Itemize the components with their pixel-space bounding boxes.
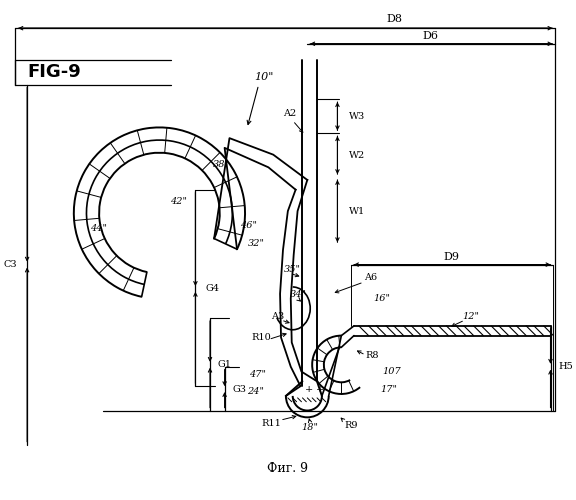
Text: R11: R11 (261, 418, 281, 428)
Text: D6: D6 (423, 31, 439, 41)
Text: D8: D8 (387, 14, 403, 24)
Text: FIG-9: FIG-9 (27, 63, 81, 81)
Text: 12": 12" (462, 312, 479, 320)
Text: R9: R9 (344, 420, 358, 430)
Text: 46": 46" (240, 221, 257, 230)
Text: 44": 44" (90, 224, 107, 233)
Text: +: + (305, 384, 313, 394)
Text: G4: G4 (205, 284, 219, 294)
Text: +: + (316, 384, 324, 394)
Text: 34": 34" (290, 290, 307, 300)
Text: 17": 17" (380, 384, 397, 394)
Text: 38": 38" (213, 160, 230, 169)
Text: W1: W1 (349, 206, 365, 216)
Text: G3: G3 (232, 384, 247, 394)
Text: 16": 16" (373, 294, 391, 303)
Text: 107: 107 (382, 367, 401, 376)
Text: 18": 18" (302, 422, 319, 432)
Text: W3: W3 (349, 112, 365, 120)
Text: 35": 35" (284, 265, 301, 274)
Text: Фиг. 9: Фиг. 9 (267, 462, 308, 475)
Text: C3: C3 (4, 260, 17, 269)
Text: A6: A6 (363, 272, 377, 281)
Text: W2: W2 (349, 150, 365, 160)
Text: H5: H5 (558, 362, 573, 371)
Text: R10: R10 (252, 333, 272, 342)
Text: 47": 47" (249, 370, 266, 379)
Text: A3: A3 (271, 312, 285, 320)
Text: R8: R8 (366, 350, 379, 360)
Text: 32": 32" (248, 238, 265, 248)
Text: D9: D9 (444, 252, 459, 262)
Text: A2: A2 (283, 110, 296, 118)
Text: 42": 42" (170, 197, 187, 206)
Text: G1: G1 (218, 360, 232, 370)
Text: 24": 24" (247, 386, 264, 396)
Text: 10": 10" (254, 72, 273, 82)
